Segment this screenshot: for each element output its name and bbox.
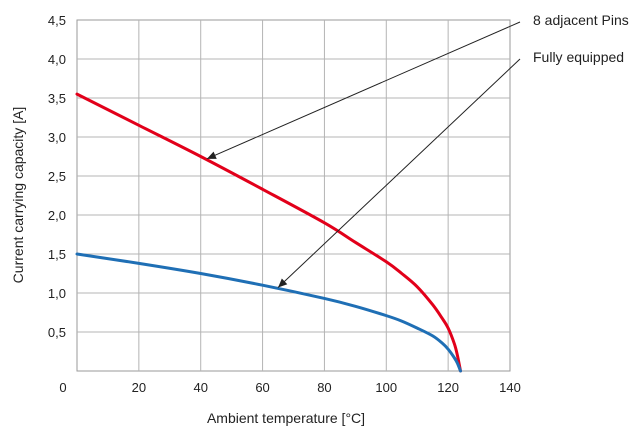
- x-tick-label: 140: [499, 380, 521, 395]
- y-tick-label: 3,5: [48, 91, 66, 106]
- x-tick-label: 100: [375, 380, 397, 395]
- grid: [76, 19, 511, 372]
- x-tick-label: 0: [59, 380, 66, 395]
- annotation-arrow-line: [277, 58, 521, 288]
- x-tick-label: 60: [255, 380, 269, 395]
- y-axis-title: Current carrying capacity [A]: [10, 107, 26, 284]
- y-tick-label: 2,0: [48, 208, 66, 223]
- annotations: 8 adjacent Pins Fully equipped: [206, 12, 629, 288]
- series-line-fully-equipped: [75, 252, 463, 373]
- y-tick-label: 4,5: [48, 13, 66, 28]
- tick-labels: 0 20 40 60 80 100 120 140 0,5 1,0 1,5 2,0 2,5 3,0 3,5 4…: [48, 13, 521, 395]
- annotation-arrow-line: [206, 21, 521, 160]
- x-axis-title: Ambient temperature [°C]: [207, 410, 365, 426]
- x-tick-label: 40: [193, 380, 207, 395]
- y-tick-label: 0,5: [48, 325, 66, 340]
- series-line-adjacent-pins: [75, 92, 463, 373]
- annotation-arrowhead: [206, 151, 217, 159]
- x-tick-label: 120: [437, 380, 459, 395]
- x-tick-label: 20: [132, 380, 146, 395]
- y-tick-label: 2,5: [48, 169, 66, 184]
- annotation-label: 8 adjacent Pins: [533, 12, 629, 28]
- series-lines: [75, 92, 463, 373]
- y-tick-label: 4,0: [48, 52, 66, 67]
- plot-area-frame: [76, 19, 511, 372]
- annotation-arrowhead: [278, 278, 288, 288]
- y-tick-label: 3,0: [48, 130, 66, 145]
- annotation-label: Fully equipped: [533, 49, 624, 65]
- y-tick-label: 1,5: [48, 247, 66, 262]
- x-tick-label: 80: [317, 380, 331, 395]
- y-tick-label: 1,0: [48, 286, 66, 301]
